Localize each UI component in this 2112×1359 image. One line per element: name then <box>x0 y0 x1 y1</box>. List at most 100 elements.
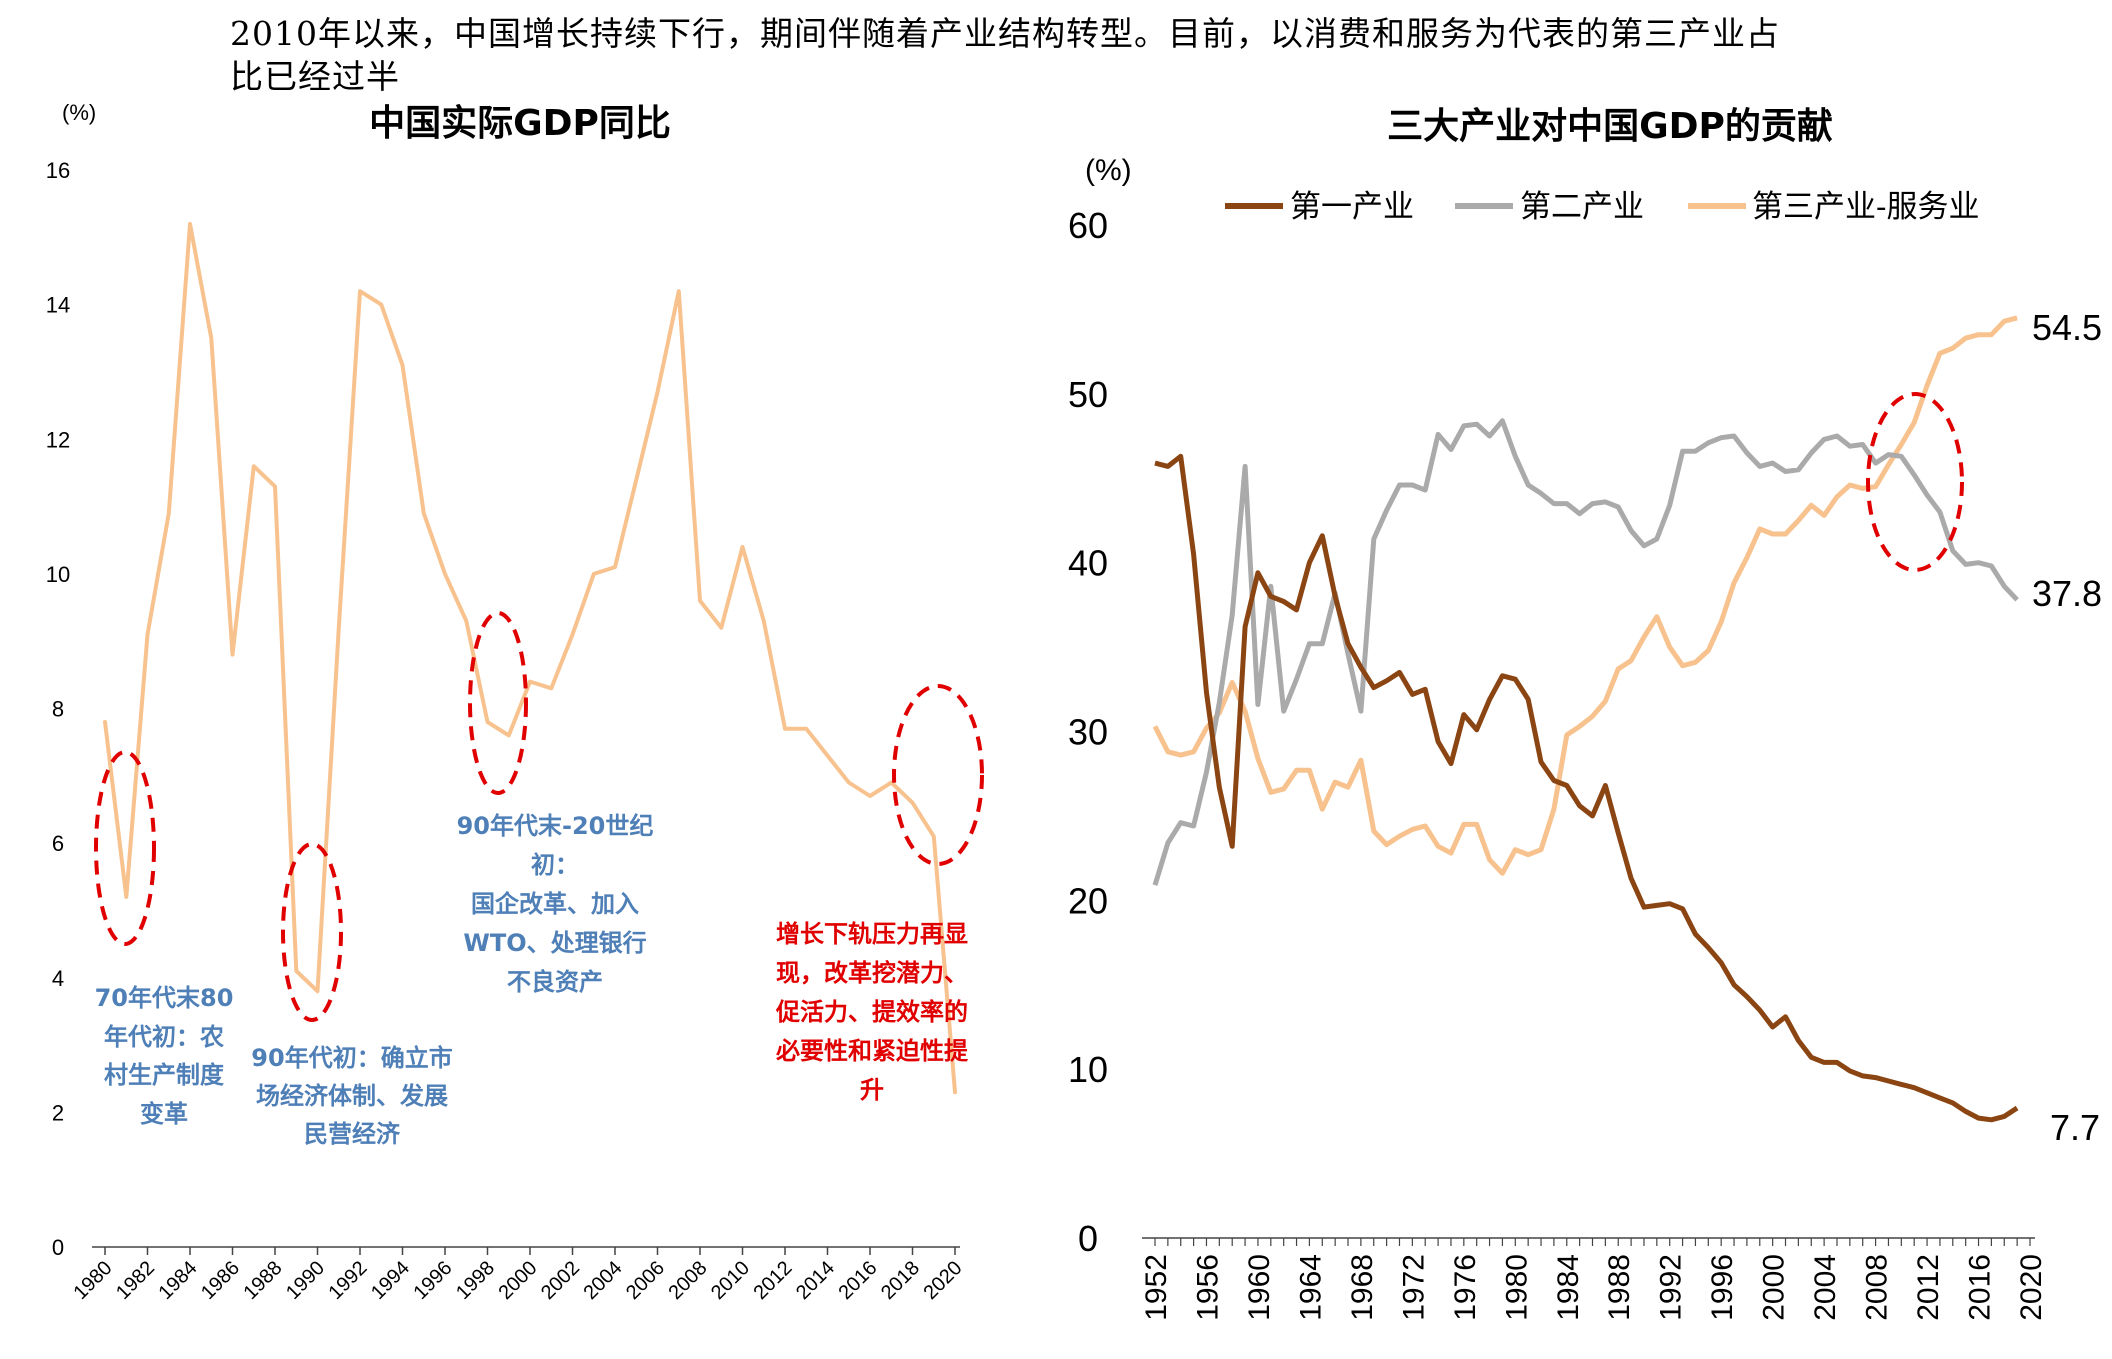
industry-x-tick-label: 2004 <box>1809 1254 1842 1321</box>
gdp-x-tick-label: 1982 <box>112 1257 159 1304</box>
industry-y-tick-label: 40 <box>1068 543 1108 584</box>
end-label-primary: 7.7 <box>2050 1107 2100 1148</box>
gdp-y-tick-label: 16 <box>46 158 70 183</box>
annotation-line: WTO、处理银行 <box>463 929 646 957</box>
industry-y-tick-label: 50 <box>1068 374 1108 415</box>
gdp-x-tick-label: 2010 <box>707 1257 754 1304</box>
annotation-line: 90年代初：确立市 <box>251 1044 452 1072</box>
industry-x-tick-label: 1980 <box>1500 1254 1533 1321</box>
industry-x-tick-label: 1952 <box>1140 1254 1173 1321</box>
industry-x-tick-label: 1956 <box>1191 1254 1224 1321</box>
gdp-x-tick-label: 1980 <box>70 1257 117 1304</box>
gdp-y-unit: (%) <box>62 100 96 125</box>
series-line-tertiary <box>1152 315 2018 876</box>
annotation-1990s-late: 90年代末-20世纪 初： 国企改革、加入 WTO、处理银行 不良资产 <box>457 812 654 996</box>
industry-y-tick-label: 0 <box>1078 1218 1098 1259</box>
gdp-y-tick-label: 2 <box>52 1100 64 1125</box>
industry-x-tick-label: 1984 <box>1552 1254 1585 1321</box>
highlight-circle-2018 <box>892 684 984 866</box>
annotation-line: 村生产制度 <box>104 1061 225 1089</box>
gdp-y-tick-label: 0 <box>52 1235 64 1260</box>
annotation-line: 年代初：农 <box>104 1023 224 1051</box>
industry-share-chart: 三大产业对中国GDP的贡献 (%) 第一产业 第二产业 第三产业-服务业 0 10… <box>1068 106 2102 1321</box>
industry-x-tick-label: 2012 <box>1912 1254 1945 1321</box>
legend: 第一产业 第二产业 第三产业-服务业 <box>1225 189 1979 225</box>
gdp-x-tick-label: 1986 <box>197 1257 244 1304</box>
gdp-x-tick-label: 1988 <box>240 1257 287 1304</box>
gdp-x-tick-label: 2002 <box>537 1257 584 1304</box>
industry-y-unit: (%) <box>1085 154 1132 187</box>
gdp-x-tick-label: 1990 <box>282 1257 329 1304</box>
industry-x-tick-label: 1996 <box>1706 1254 1739 1321</box>
annotation-2010s: 增长下轨压力再显 现，改革挖潜力、 促活力、提效率的 必要性和紧迫性提 升 <box>775 920 969 1104</box>
annotation-1990s-early: 90年代初：确立市 场经济体制、发展 民营经济 <box>251 1044 452 1148</box>
gdp-y-tick-label: 6 <box>52 831 64 856</box>
industry-y-tick-label: 10 <box>1068 1049 1108 1090</box>
gdp-x-tick-label: 1998 <box>452 1257 499 1304</box>
annotation-line: 增长下轨压力再显 <box>776 920 968 948</box>
gdp-x-tick-label: 2018 <box>877 1257 924 1304</box>
industry-x-tick-label: 2008 <box>1861 1254 1894 1321</box>
gdp-x-tick-label: 2016 <box>835 1257 882 1304</box>
gdp-chart-title: 中国实际GDP同比 <box>369 103 671 144</box>
gdp-y-tick-label: 10 <box>46 562 70 587</box>
gdp-y-tick-label: 14 <box>46 293 70 318</box>
gdp-x-tick-label: 2020 <box>920 1257 967 1304</box>
annotation-line: 70年代末80 <box>95 984 234 1012</box>
gdp-x-tick-label: 2014 <box>792 1257 839 1304</box>
annotation-line: 场经济体制、发展 <box>256 1082 448 1110</box>
end-label-secondary: 37.8 <box>2032 573 2102 614</box>
industry-x-tick-label: 1964 <box>1294 1254 1327 1321</box>
industry-y-tick-label: 30 <box>1068 712 1108 753</box>
industry-x-tick-label: 1976 <box>1449 1254 1482 1321</box>
gdp-x-tick-label: 1996 <box>410 1257 457 1304</box>
annotation-line: 升 <box>860 1076 884 1104</box>
annotation-line: 民营经济 <box>304 1120 401 1148</box>
gdp-y-tick-label: 8 <box>52 697 64 722</box>
gdp-x-tick-label: 1984 <box>155 1257 202 1304</box>
annotation-1980s: 70年代末80 年代初：农 村生产制度 变革 <box>95 984 234 1128</box>
gdp-y-tick-label: 12 <box>46 427 70 452</box>
annotation-line: 国企改革、加入 <box>471 890 639 918</box>
industry-x-tick-label: 1968 <box>1346 1254 1379 1321</box>
annotation-line: 变革 <box>140 1100 188 1128</box>
annotation-line: 不良资产 <box>507 968 603 996</box>
gdp-x-tick-label: 1992 <box>325 1257 372 1304</box>
series-line-primary <box>1154 453 2019 1123</box>
gdp-x-tick-label: 2008 <box>665 1257 712 1304</box>
industry-x-tick-label: 1988 <box>1603 1254 1636 1321</box>
gdp-x-tick-label: 1994 <box>367 1257 414 1304</box>
highlight-circle-2012 <box>1866 392 1964 572</box>
gdp-growth-line <box>103 221 957 1095</box>
industry-x-tick-label: 2020 <box>2015 1254 2048 1321</box>
legend-label-secondary: 第二产业 <box>1520 189 1644 225</box>
highlight-circle-1989 <box>281 842 343 1022</box>
industry-x-tick-label: 1960 <box>1243 1254 1276 1321</box>
industry-x-tick-label: 2000 <box>1758 1254 1791 1321</box>
industry-x-tick-label: 1992 <box>1655 1254 1688 1321</box>
industry-chart-title: 三大产业对中国GDP的贡献 <box>1387 106 1833 147</box>
highlight-circle-1981 <box>94 750 156 946</box>
legend-label-primary: 第一产业 <box>1290 189 1414 225</box>
annotation-line: 促活力、提效率的 <box>775 998 968 1026</box>
industry-x-tick-label: 2016 <box>1964 1254 1997 1321</box>
gdp-x-tick-label: 2012 <box>750 1257 797 1304</box>
annotation-line: 必要性和紧迫性提 <box>776 1037 969 1065</box>
industry-y-tick-label: 60 <box>1068 205 1108 246</box>
legend-label-tertiary: 第三产业-服务业 <box>1752 189 1979 225</box>
annotation-line: 初： <box>531 851 579 879</box>
industry-x-tick-label: 1972 <box>1397 1254 1430 1321</box>
industry-y-tick-label: 20 <box>1068 880 1108 921</box>
annotation-line: 90年代末-20世纪 <box>457 812 654 840</box>
gdp-growth-chart: 中国实际GDP同比 (%) 0 2 4 6 8 10 12 14 16 198019821984… <box>46 100 984 1304</box>
gdp-x-tick-label: 2000 <box>495 1257 542 1304</box>
end-label-tertiary: 54.5 <box>2032 307 2102 348</box>
series-line-secondary <box>1152 418 2019 886</box>
gdp-x-tick-label: 2006 <box>622 1257 669 1304</box>
headline: 2010年以来，中国增长持续下行，期间伴随着产业结构转型。目前，以消费和服务为代… <box>230 14 1780 96</box>
highlight-circle-1998 <box>468 611 528 795</box>
annotation-line: 现，改革挖潜力、 <box>776 959 968 987</box>
gdp-y-tick-label: 4 <box>52 966 64 991</box>
gdp-x-tick-label: 2004 <box>580 1257 627 1304</box>
